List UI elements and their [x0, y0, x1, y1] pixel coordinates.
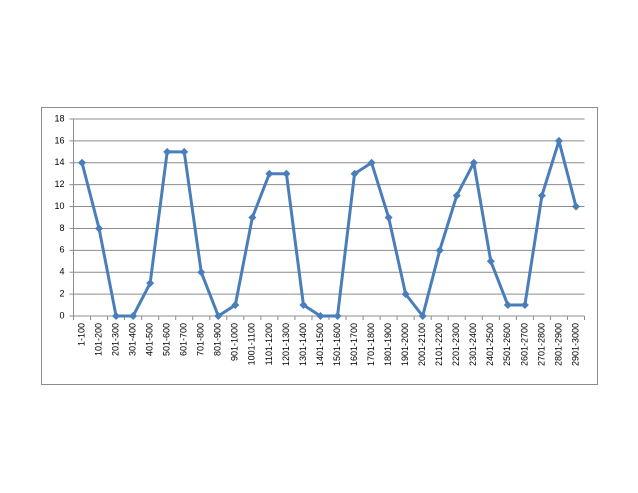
data-point: [486, 257, 495, 266]
x-tick-label: 2401-2500: [485, 323, 495, 366]
data-line: [80, 139, 578, 318]
x-tick-label: 301-400: [127, 323, 137, 356]
x-tick-label: 1801-1900: [383, 323, 393, 366]
data-point: [163, 147, 172, 156]
x-tick-label: 2701-2800: [536, 323, 546, 366]
x-tick-label: 2801-2900: [553, 323, 563, 366]
chart-frame: [41, 107, 598, 385]
y-tick-label: 0: [59, 310, 64, 320]
x-tick-label: 2601-2700: [519, 323, 529, 366]
data-point: [452, 191, 461, 200]
data-point: [146, 279, 155, 288]
data-point: [282, 169, 291, 178]
data-point: [401, 290, 410, 299]
y-tick-label: 4: [59, 267, 64, 277]
x-tick-label: 901-1000: [230, 323, 240, 361]
data-point: [537, 191, 546, 200]
x-tick-label: 2101-2200: [434, 323, 444, 366]
data-point: [214, 312, 223, 320]
data-point: [316, 312, 325, 320]
data-point: [571, 202, 580, 211]
y-tick-label: 10: [54, 201, 64, 211]
x-tick-label: 1201-1300: [281, 323, 291, 366]
data-point: [350, 169, 359, 178]
data-point: [520, 301, 529, 310]
x-tick-label: 1001-1100: [247, 323, 257, 365]
y-tick-label: 6: [59, 245, 64, 255]
data-point: [299, 301, 308, 310]
data-point: [469, 158, 478, 167]
x-tick-label: 1701-1800: [366, 323, 376, 366]
x-tick-label: 801-900: [213, 323, 223, 356]
y-tick-label: 2: [59, 288, 64, 298]
data-point: [129, 312, 138, 320]
data-point: [503, 301, 512, 310]
x-tick-label: 2201-2300: [451, 323, 461, 366]
y-tick-label: 14: [54, 157, 64, 167]
y-tick-label: 12: [54, 179, 64, 189]
y-tick-label: 18: [54, 113, 64, 123]
data-point: [231, 301, 240, 310]
y-tick-label: 16: [54, 135, 64, 145]
x-tick-label: 1301-1400: [298, 323, 308, 366]
data-point: [333, 312, 342, 320]
x-tick-label: 401-500: [145, 323, 155, 356]
x-tick-label: 1601-1700: [349, 323, 359, 366]
x-tick-label: 2301-2400: [468, 323, 478, 366]
x-tick-label: 1101-1200: [264, 323, 274, 365]
data-point: [248, 213, 257, 222]
x-tick-label: 1-100: [76, 323, 86, 346]
data-point: [435, 246, 444, 255]
x-tick-label: 201-300: [110, 323, 120, 356]
data-point: [367, 158, 376, 167]
x-tick-label: 1901-2000: [400, 323, 410, 366]
x-tick-label: 601-700: [179, 323, 189, 356]
data-point: [78, 158, 87, 167]
x-tick-label: 2001-2100: [417, 323, 427, 366]
x-tick-label: 701-800: [196, 323, 206, 356]
data-point: [197, 268, 206, 277]
data-point: [384, 213, 393, 222]
data-point: [95, 224, 104, 233]
x-tick-label: 1401-1500: [315, 323, 325, 366]
data-point: [418, 312, 427, 320]
data-point: [554, 136, 563, 145]
x-tick-label: 501-600: [162, 323, 172, 356]
data-point: [265, 169, 274, 178]
data-point: [112, 312, 121, 320]
data-point: [180, 147, 189, 156]
x-tick-label: 2901-3000: [570, 323, 580, 366]
x-tick-label: 1501-1600: [332, 323, 342, 366]
x-tick-label: 2501-2600: [502, 323, 512, 366]
x-tick-label: 101-200: [93, 323, 103, 356]
y-tick-label: 8: [59, 223, 64, 233]
